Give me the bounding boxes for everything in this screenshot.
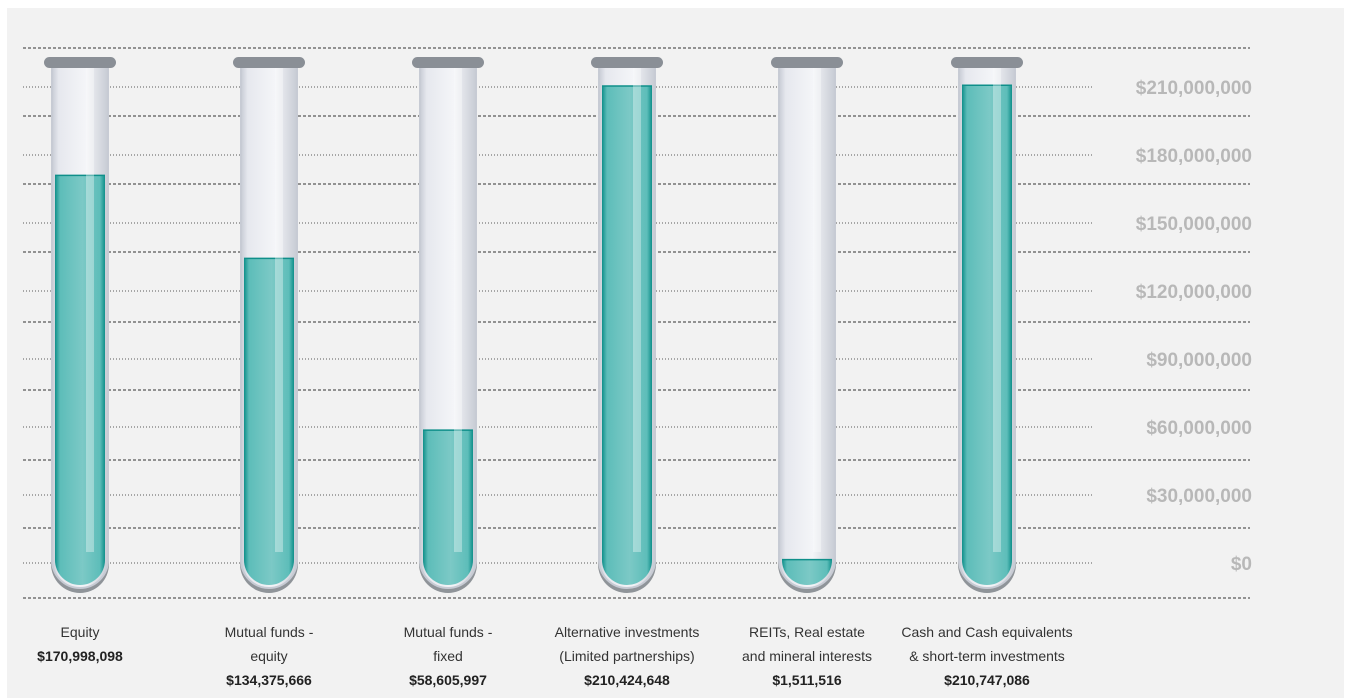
tube-highlight-3 [633,68,641,552]
tube-highlight-1 [275,68,283,552]
category-name-line: & short-term investments [909,648,1065,664]
y-tick-label-4: $120,000,000 [1136,282,1252,303]
tube-rim-3 [591,57,663,68]
category-name-line: Equity [60,624,100,640]
tube-highlight-0 [86,68,94,552]
tube-rim-0 [44,57,116,68]
category-label-5: Cash and Cash equivalents & short-term in… [887,620,1087,692]
y-tick-label-0: $0 [1231,554,1252,575]
category-name-line: Alternative investments [554,624,700,640]
bar-value-5 [962,85,1012,585]
category-name-line: and mineral interests [742,648,872,664]
category-label-1: Mutual funds - equity $134,375,666 [169,620,369,692]
tube-glass-4 [778,63,836,589]
category-name-line: REITs, Real estate [749,624,865,640]
bar-value-2 [423,430,473,585]
category-label-4: REITs, Real estate and mineral interests $… [707,620,907,692]
y-tick-label-1: $30,000,000 [1146,486,1252,507]
category-name-line: fixed [433,648,463,664]
bar-value-4 [782,559,832,585]
data-label-1: $134,375,666 [226,672,312,688]
chart-panel: $0 $30,000,000 $60,000,000 $90,000,000 $120,… [7,8,1344,698]
y-tick-label-2: $60,000,000 [1146,418,1252,439]
category-name-line: Mutual funds - [224,624,314,640]
data-label-5: $210,747,086 [944,672,1030,688]
tube-rim-1 [233,57,305,68]
tube-highlight-2 [454,68,462,552]
data-label-3: $210,424,648 [584,672,670,688]
data-label-2: $58,605,997 [409,672,487,688]
category-name-line: Cash and Cash equivalents [901,624,1073,640]
bar-value-3 [602,86,652,585]
y-tick-label-7: $210,000,000 [1136,78,1252,99]
category-name-line: (Limited partnerships) [559,648,695,664]
test-tube-chart: $0 $30,000,000 $60,000,000 $90,000,000 $120,… [23,47,1252,599]
tube-rim-4 [771,57,843,68]
category-label-0: Equity $170,998,098 [0,620,180,668]
y-tick-label-5: $150,000,000 [1136,214,1252,235]
category-label-2: Mutual funds - fixed $58,605,997 [348,620,548,692]
tube-highlight-5 [993,68,1001,552]
y-tick-label-6: $180,000,000 [1136,146,1252,167]
category-name-line: Mutual funds - [403,624,493,640]
tube-rim-5 [951,57,1023,68]
bar-value-1 [244,258,294,585]
data-label-4: $1,511,516 [772,672,842,688]
data-label-0: $170,998,098 [37,648,123,664]
tube-highlight-4 [813,68,821,552]
category-name-line: equity [250,648,288,664]
bar-value-0 [55,175,105,585]
category-label-3: Alternative investments (Limited partners… [527,620,727,692]
y-tick-label-3: $90,000,000 [1146,350,1252,371]
tube-rim-2 [412,57,484,68]
